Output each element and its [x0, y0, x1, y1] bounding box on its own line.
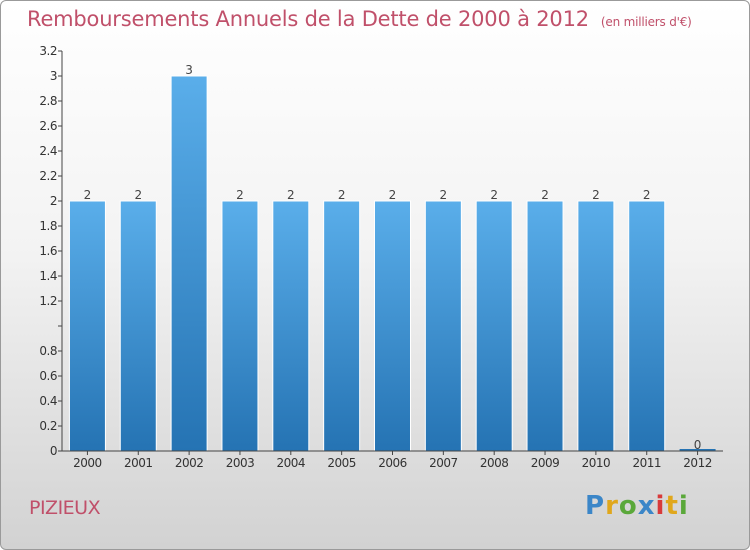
- y-tick-label: 2.6: [39, 119, 57, 133]
- bar-2002: [170, 75, 208, 452]
- y-tick-label: 0.4: [39, 394, 57, 408]
- bar-2007: [424, 200, 462, 452]
- bar-2000: [68, 200, 106, 452]
- commune-name: PIZIEUX: [29, 497, 101, 519]
- x-tick-label-2012: 2012: [683, 456, 712, 470]
- chart-title: Remboursements Annuels de la Dette de 20…: [27, 7, 692, 31]
- y-tick-label: 0.6: [39, 369, 57, 383]
- data-label-2000: 2: [84, 188, 92, 202]
- logo-letter: i: [655, 491, 666, 521]
- bar-2003: [221, 200, 259, 452]
- x-tick-label-2001: 2001: [124, 456, 153, 470]
- bar-2009: [526, 200, 564, 452]
- x-tick-label-2009: 2009: [531, 456, 560, 470]
- x-tick-label-2005: 2005: [327, 456, 356, 470]
- bar-2008: [475, 200, 513, 452]
- y-tick-label: 3.2: [39, 44, 57, 58]
- bar-2001: [119, 200, 157, 452]
- x-tick-label-2006: 2006: [378, 456, 407, 470]
- y-tick-label: 2: [50, 194, 57, 208]
- data-label-2001: 2: [134, 188, 142, 202]
- x-tick-label-2008: 2008: [480, 456, 509, 470]
- bar-2011: [628, 200, 666, 452]
- x-tick-label-2010: 2010: [582, 456, 611, 470]
- axes-layer: 0 0.2 0.4 0.6 0.8 1.2 1.4 1.6 1.8 2 2.2 2.4 2.6 2.8 3 3…: [39, 44, 723, 470]
- y-tick-label: 0.8: [39, 344, 57, 358]
- y-tick-label: 3: [50, 69, 57, 83]
- logo-letter: o: [618, 491, 638, 521]
- data-label-2002: 3: [185, 63, 193, 77]
- chart-title-text: Remboursements Annuels de la Dette de 20…: [27, 7, 589, 31]
- y-tick-label: 1.8: [39, 219, 57, 233]
- logo-letter: i: [678, 491, 689, 521]
- data-label-2004: 2: [287, 188, 295, 202]
- x-tick-label-2004: 2004: [277, 456, 306, 470]
- data-label-2011: 2: [643, 188, 651, 202]
- data-label-2007: 2: [440, 188, 448, 202]
- y-tick-label: 1.6: [39, 244, 57, 258]
- bar-2006: [374, 200, 411, 452]
- x-tick-label-2011: 2011: [632, 456, 661, 470]
- logo-letter: x: [637, 491, 656, 521]
- x-tick-label-2003: 2003: [226, 456, 255, 470]
- data-label-2012: 0: [694, 438, 702, 452]
- bar-2004: [272, 200, 310, 452]
- data-label-2009: 2: [541, 188, 549, 202]
- y-tick-label: 2.8: [39, 94, 57, 108]
- y-tick-label: 0: [50, 444, 57, 458]
- data-label-2006: 2: [389, 188, 397, 202]
- proxiti-logo[interactable]: Proxiti: [585, 491, 689, 521]
- y-tick-label: 1.2: [39, 294, 57, 308]
- bar-2010: [577, 200, 615, 452]
- y-tick-label: 0.2: [39, 419, 57, 433]
- logo-letter: P: [585, 491, 606, 521]
- data-label-2010: 2: [592, 188, 600, 202]
- logo-letter: t: [665, 491, 679, 521]
- bar-2005: [323, 200, 361, 452]
- data-label-2008: 2: [490, 188, 498, 202]
- logo-letter: r: [605, 491, 619, 521]
- bars-layer: [68, 75, 716, 452]
- chart-title-unit: (en milliers d'€): [600, 15, 692, 29]
- y-tick-label: 2.4: [39, 144, 57, 158]
- x-tick-label-2007: 2007: [429, 456, 458, 470]
- x-tick-label-2002: 2002: [175, 456, 204, 470]
- data-label-2003: 2: [236, 188, 244, 202]
- y-tick-label: 1.4: [39, 269, 57, 283]
- x-tick-label-2000: 2000: [73, 456, 102, 470]
- data-label-2005: 2: [338, 188, 346, 202]
- y-tick-label: 2.2: [39, 169, 57, 183]
